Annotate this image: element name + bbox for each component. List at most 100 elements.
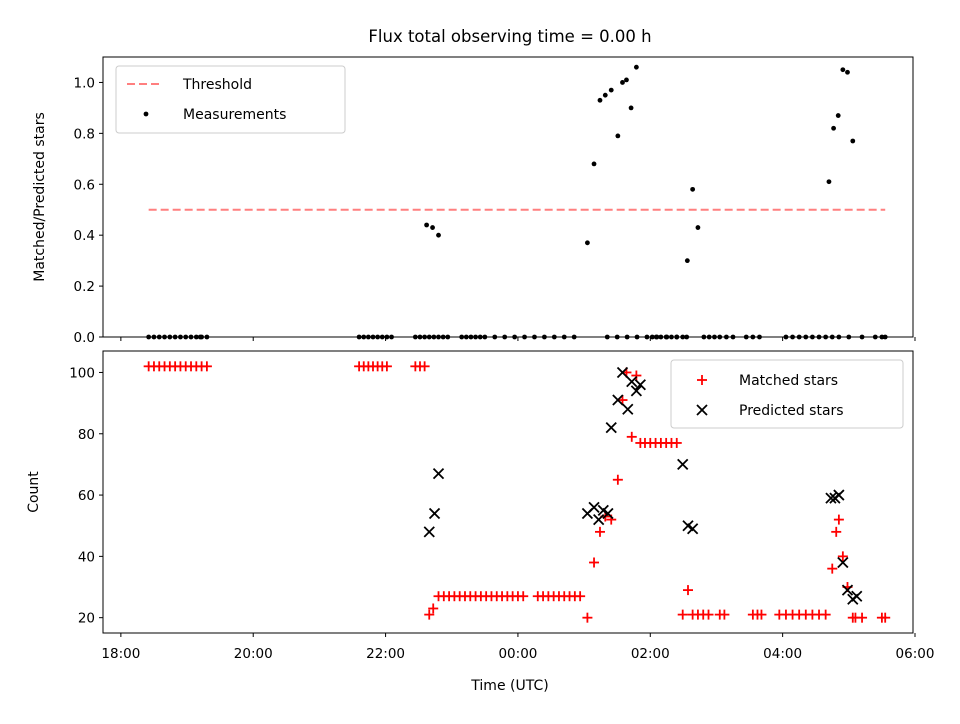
matched-star-point bbox=[424, 609, 435, 620]
measurement-point bbox=[591, 161, 597, 167]
measurement-point bbox=[826, 179, 832, 185]
matched-star-point bbox=[833, 514, 844, 525]
matched-star-point bbox=[575, 591, 586, 602]
bottom-y-tick-label: 80 bbox=[78, 427, 95, 443]
x-tick-label: 22:00 bbox=[366, 646, 405, 662]
legend-matched-swatch bbox=[697, 375, 707, 385]
matched-star-point bbox=[703, 609, 714, 620]
measurement-point bbox=[684, 258, 690, 264]
x-tick-label: 18:00 bbox=[101, 646, 140, 662]
top-y-tick-label: 1.0 bbox=[74, 75, 95, 91]
bottom-y-tick-label: 20 bbox=[78, 611, 95, 627]
predicted-star-point bbox=[634, 379, 646, 391]
bottom-panel-y-ticks: 20 40 60 80 100 bbox=[69, 365, 103, 627]
predicted-star-point bbox=[588, 501, 600, 513]
predicted-star-point bbox=[630, 385, 643, 397]
top-y-tick-label: 0.2 bbox=[74, 279, 95, 295]
matched-star-point bbox=[756, 609, 767, 620]
measurement-point bbox=[840, 67, 846, 73]
legend-measurements-label: Measurements bbox=[183, 107, 286, 123]
bottom-panel-marks bbox=[143, 361, 891, 623]
x-tick-label: 02:00 bbox=[631, 646, 670, 662]
predicted-star-point bbox=[616, 366, 629, 379]
measurement-point bbox=[690, 186, 696, 192]
matched-star-point bbox=[419, 361, 430, 372]
top-y-tick-label: 0.8 bbox=[74, 126, 95, 142]
matched-star-point bbox=[589, 557, 600, 568]
legend-threshold-label: Threshold bbox=[182, 77, 252, 93]
matched-star-point bbox=[594, 526, 605, 537]
top-legend-frame bbox=[115, 65, 346, 134]
top-panel-frame bbox=[102, 56, 914, 338]
predicted-star-point bbox=[432, 467, 445, 480]
predicted-star-point bbox=[833, 489, 845, 501]
measurement-point bbox=[436, 232, 441, 238]
matched-star-point bbox=[820, 609, 831, 620]
top-panel-y-ticks: 0.0 0.2 0.4 0.6 0.8 1.0 bbox=[74, 75, 103, 346]
legend-matched-label: Matched stars bbox=[739, 373, 838, 389]
matched-star-point bbox=[857, 612, 868, 623]
matched-star-point bbox=[831, 526, 842, 537]
bottom-panel-frame bbox=[102, 350, 914, 634]
measurement-point bbox=[850, 138, 856, 144]
legend-predicted-label: Predicted stars bbox=[739, 403, 844, 419]
predicted-star-point bbox=[626, 376, 638, 388]
measurement-point bbox=[835, 113, 841, 118]
predicted-star-point bbox=[841, 584, 854, 596]
measurement-point bbox=[608, 87, 614, 93]
legend-predicted-swatch bbox=[696, 404, 708, 416]
matched-star-point bbox=[617, 395, 628, 406]
predicted-star-point bbox=[602, 507, 614, 520]
measurement-point bbox=[695, 225, 701, 230]
predicted-star-point bbox=[851, 590, 863, 602]
bottom-panel-x-ticks: 18:00 20:00 22:00 00:00 02:00 04:00 06:00 bbox=[101, 633, 934, 662]
predicted-star-point bbox=[837, 556, 849, 569]
bottom-y-tick-label: 40 bbox=[78, 549, 95, 565]
matched-star-point bbox=[518, 591, 529, 602]
bottom-y-tick-label: 100 bbox=[69, 365, 95, 381]
predicted-star-point bbox=[423, 526, 435, 538]
measurement-point bbox=[424, 222, 430, 228]
matched-star-point bbox=[428, 603, 439, 614]
predicted-star-point bbox=[677, 458, 689, 471]
predicted-star-point bbox=[612, 394, 624, 406]
bottom-panel: 20 40 60 80 100 18:00 20:00 22:00 00:00 02:00 04:… bbox=[26, 350, 934, 694]
measurement-point bbox=[620, 80, 625, 85]
measurement-point bbox=[831, 125, 836, 131]
top-panel-marks bbox=[146, 64, 888, 340]
bottom-y-axis-label: Count bbox=[26, 471, 42, 513]
matched-star-point bbox=[880, 612, 891, 623]
measurement-point bbox=[633, 64, 639, 70]
measurement-point bbox=[602, 92, 608, 98]
legend-measurements-swatch bbox=[143, 111, 149, 117]
x-tick-label: 06:00 bbox=[896, 646, 935, 662]
x-tick-label: 04:00 bbox=[763, 646, 802, 662]
predicted-star-point bbox=[686, 523, 699, 535]
predicted-star-point bbox=[605, 421, 617, 434]
matched-star-point bbox=[631, 370, 642, 381]
x-axis-label: Time (UTC) bbox=[470, 678, 548, 694]
measurement-point bbox=[624, 77, 629, 83]
matched-star-point bbox=[719, 609, 730, 620]
matched-star-point bbox=[677, 609, 688, 620]
measurement-point bbox=[615, 133, 621, 139]
matched-star-point bbox=[582, 612, 593, 623]
matched-star-point bbox=[381, 361, 392, 372]
measurement-point bbox=[585, 240, 590, 246]
matched-star-point bbox=[683, 585, 693, 596]
chart-title: Flux total observing time = 0.00 h bbox=[368, 27, 651, 46]
top-y-tick-label: 0.0 bbox=[74, 330, 95, 346]
measurement-point bbox=[628, 105, 634, 111]
matched-star-point bbox=[201, 361, 212, 372]
matched-star-point bbox=[626, 431, 637, 442]
x-tick-label: 00:00 bbox=[498, 646, 537, 662]
matched-star-point bbox=[671, 437, 682, 448]
matched-star-point bbox=[837, 551, 848, 562]
bottom-legend: Matched stars Predicted stars bbox=[670, 359, 904, 429]
measurement-point bbox=[845, 69, 850, 75]
predicted-star-point bbox=[428, 507, 441, 520]
predicted-star-point bbox=[593, 513, 605, 526]
predicted-star-point bbox=[825, 492, 837, 504]
top-panel-x-ticks bbox=[120, 337, 916, 341]
